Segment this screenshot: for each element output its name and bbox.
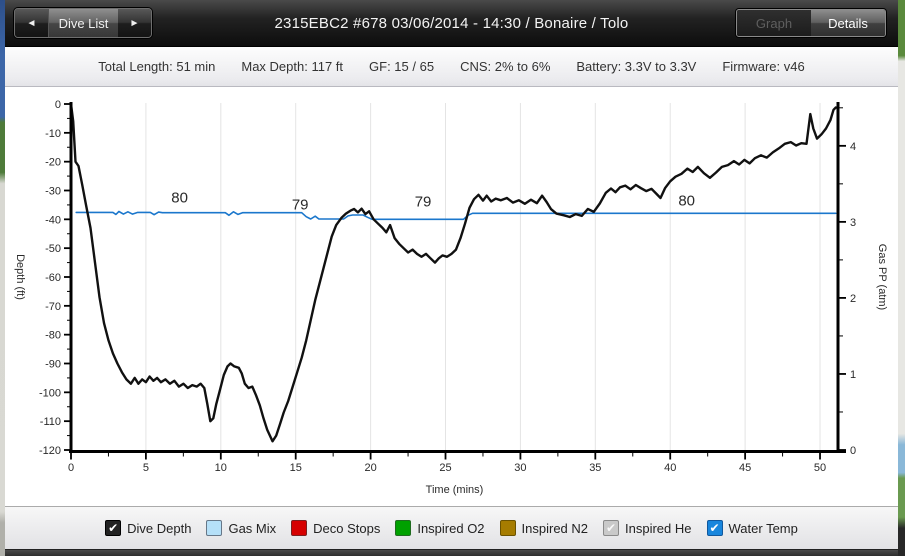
svg-text:10: 10 <box>215 462 227 474</box>
svg-text:50: 50 <box>814 462 826 474</box>
series-water-temp <box>75 210 837 221</box>
dive-list-button[interactable]: Dive List <box>48 9 118 37</box>
svg-text:-10: -10 <box>45 128 61 140</box>
svg-text:3: 3 <box>850 217 856 229</box>
x-grid <box>145 103 821 450</box>
legend-label: Inspired N2 <box>521 520 589 536</box>
svg-text:20: 20 <box>364 462 376 474</box>
legend-checkbox-gas-mix <box>206 520 223 536</box>
stat-firmware: Firmware: v46 <box>722 59 805 74</box>
legend-label: Dive Depth <box>127 520 192 536</box>
temp-label: 80 <box>678 192 695 209</box>
svg-text:40: 40 <box>664 462 676 474</box>
legend-label: Inspired He <box>625 520 692 536</box>
svg-text:0: 0 <box>850 445 856 457</box>
svg-text:25: 25 <box>439 462 451 474</box>
legend-checkbox-water-temp: ✔ <box>706 520 723 536</box>
legend-item-inspired-n2[interactable]: Inspired N2 <box>499 520 589 536</box>
top-bar: ◄ Dive List ► 2315EBC2 #678 03/06/2014 -… <box>5 0 898 47</box>
stat-cns: CNS: 2% to 6% <box>460 59 551 74</box>
temp-label: 80 <box>171 190 188 207</box>
svg-text:-80: -80 <box>45 330 61 342</box>
legend-checkbox-inspired-o2 <box>395 520 412 536</box>
svg-text:-20: -20 <box>45 157 61 169</box>
window-bottom-edge <box>5 549 898 556</box>
axis-ticks <box>64 103 846 460</box>
svg-text:-60: -60 <box>45 272 61 284</box>
temp-label: 79 <box>292 197 309 214</box>
desktop-edge-right <box>898 0 905 556</box>
svg-text:-50: -50 <box>45 243 61 255</box>
svg-text:4: 4 <box>850 141 856 153</box>
legend-checkbox-deco-stops <box>291 520 308 536</box>
svg-text:-30: -30 <box>45 186 61 198</box>
graph-tab-button[interactable]: Graph <box>737 10 811 36</box>
legend-item-water-temp[interactable]: ✔ Water Temp <box>706 520 798 536</box>
legend-label: Water Temp <box>728 520 798 536</box>
dive-log-window: ◄ Dive List ► 2315EBC2 #678 03/06/2014 -… <box>5 0 898 556</box>
svg-text:2: 2 <box>850 293 856 305</box>
right-axis-title: Gas PP (atm) <box>876 244 888 310</box>
legend-item-inspired-o2[interactable]: Inspired O2 <box>395 520 485 536</box>
stat-max-depth: Max Depth: 117 ft <box>241 59 344 74</box>
dive-nav-group: ◄ Dive List ► <box>14 8 152 38</box>
svg-text:15: 15 <box>290 462 302 474</box>
prev-dive-button[interactable]: ◄ <box>15 9 48 37</box>
arrow-right-icon: ► <box>129 17 140 29</box>
stat-battery: Battery: 3.3V to 3.3V <box>576 59 697 74</box>
temp-annotations: 80 79 79 80 <box>171 190 695 214</box>
left-axis-title: Depth (ft) <box>14 254 26 300</box>
svg-text:-40: -40 <box>45 214 61 226</box>
axes <box>69 102 846 453</box>
svg-text:-120: -120 <box>39 445 61 457</box>
stat-gf: GF: 15 / 65 <box>369 59 435 74</box>
axis-labels: 0 -10 -20 -30 -40 -50 -60 -70 -80 -90 -100 -110 -120… <box>39 99 856 474</box>
legend-item-dive-depth[interactable]: ✔ Dive Depth <box>105 520 191 536</box>
legend-label: Gas Mix <box>228 520 277 536</box>
dive-stats-bar: Total Length: 51 min Max Depth: 117 ft GF:… <box>5 47 898 87</box>
svg-text:-70: -70 <box>45 301 61 313</box>
svg-text:35: 35 <box>589 462 601 474</box>
arrow-left-icon: ◄ <box>26 17 37 29</box>
legend-checkbox-inspired-he: ✔ <box>603 520 620 536</box>
svg-text:-110: -110 <box>40 416 61 428</box>
svg-text:-100: -100 <box>39 387 61 399</box>
view-toggle-group: Graph Details <box>736 9 886 37</box>
series-dive-depth <box>69 102 837 443</box>
next-dive-button[interactable]: ► <box>118 9 151 37</box>
legend-row: ✔ Dive Depth Gas Mix Deco Stops Inspired O2 I… <box>105 520 798 536</box>
legend-bar: ✔ Dive Depth Gas Mix Deco Stops Inspired O2 I… <box>5 506 898 549</box>
temp-label: 79 <box>415 193 432 210</box>
svg-text:5: 5 <box>143 462 149 474</box>
dive-profile-chart: 0 -10 -20 -30 -40 -50 -60 -70 -80 -90 -100 -110 -120… <box>14 99 888 496</box>
svg-text:0: 0 <box>55 99 61 111</box>
svg-text:0: 0 <box>68 462 74 474</box>
legend-item-deco-stops[interactable]: Deco Stops <box>291 520 380 536</box>
legend-item-inspired-he[interactable]: ✔ Inspired He <box>603 520 692 536</box>
legend-label: Inspired O2 <box>417 520 485 536</box>
legend-checkbox-inspired-n2 <box>499 520 516 536</box>
svg-text:1: 1 <box>850 369 856 381</box>
details-tab-button[interactable]: Details <box>811 10 885 36</box>
svg-text:45: 45 <box>739 462 751 474</box>
stat-total-length: Total Length: 51 min <box>98 59 216 74</box>
desktop-edge-left <box>0 0 5 556</box>
x-axis-title: Time (mins) <box>426 484 484 496</box>
legend-label: Deco Stops <box>313 520 381 536</box>
legend-item-gas-mix[interactable]: Gas Mix <box>206 520 276 536</box>
chart-area: 0 -10 -20 -30 -40 -50 -60 -70 -80 -90 -100 -110 -120… <box>5 87 898 506</box>
svg-text:30: 30 <box>514 462 526 474</box>
legend-checkbox-dive-depth: ✔ <box>105 520 122 536</box>
svg-text:-90: -90 <box>45 359 61 371</box>
